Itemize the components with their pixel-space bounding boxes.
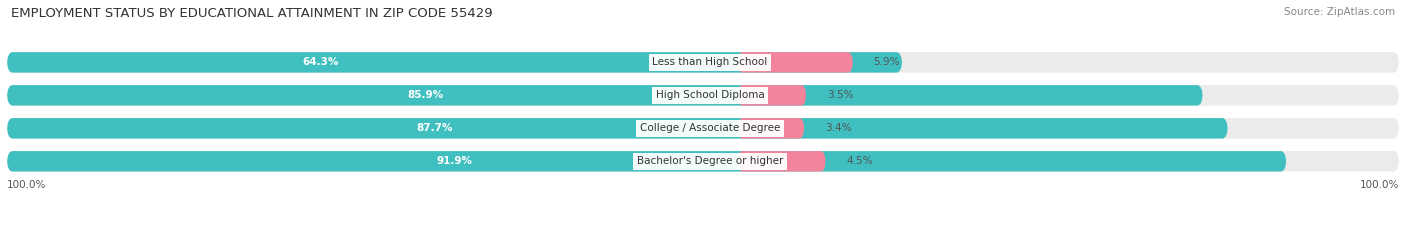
Legend: In Labor Force, Unemployed: In Labor Force, Unemployed bbox=[606, 231, 800, 233]
Text: 85.9%: 85.9% bbox=[408, 90, 443, 100]
Text: Source: ZipAtlas.com: Source: ZipAtlas.com bbox=[1284, 7, 1395, 17]
Text: 91.9%: 91.9% bbox=[437, 156, 472, 166]
FancyBboxPatch shape bbox=[7, 151, 1286, 171]
Text: EMPLOYMENT STATUS BY EDUCATIONAL ATTAINMENT IN ZIP CODE 55429: EMPLOYMENT STATUS BY EDUCATIONAL ATTAINM… bbox=[11, 7, 494, 20]
Text: 100.0%: 100.0% bbox=[7, 180, 46, 190]
FancyBboxPatch shape bbox=[7, 52, 903, 73]
Text: College / Associate Degree: College / Associate Degree bbox=[640, 123, 780, 133]
Text: 3.4%: 3.4% bbox=[825, 123, 852, 133]
FancyBboxPatch shape bbox=[7, 52, 1399, 73]
FancyBboxPatch shape bbox=[7, 85, 1202, 106]
Text: 4.5%: 4.5% bbox=[846, 156, 873, 166]
Text: Bachelor's Degree or higher: Bachelor's Degree or higher bbox=[637, 156, 783, 166]
Text: 64.3%: 64.3% bbox=[302, 57, 339, 67]
Text: 5.9%: 5.9% bbox=[873, 57, 900, 67]
Text: 3.5%: 3.5% bbox=[827, 90, 853, 100]
Text: High School Diploma: High School Diploma bbox=[655, 90, 765, 100]
Text: Less than High School: Less than High School bbox=[652, 57, 768, 67]
FancyBboxPatch shape bbox=[738, 52, 853, 73]
Text: 100.0%: 100.0% bbox=[1360, 180, 1399, 190]
FancyBboxPatch shape bbox=[738, 118, 804, 139]
Text: 87.7%: 87.7% bbox=[416, 123, 453, 133]
FancyBboxPatch shape bbox=[738, 85, 806, 106]
FancyBboxPatch shape bbox=[738, 151, 825, 171]
FancyBboxPatch shape bbox=[7, 118, 1399, 139]
FancyBboxPatch shape bbox=[7, 118, 1227, 139]
FancyBboxPatch shape bbox=[7, 151, 1399, 171]
FancyBboxPatch shape bbox=[7, 85, 1399, 106]
